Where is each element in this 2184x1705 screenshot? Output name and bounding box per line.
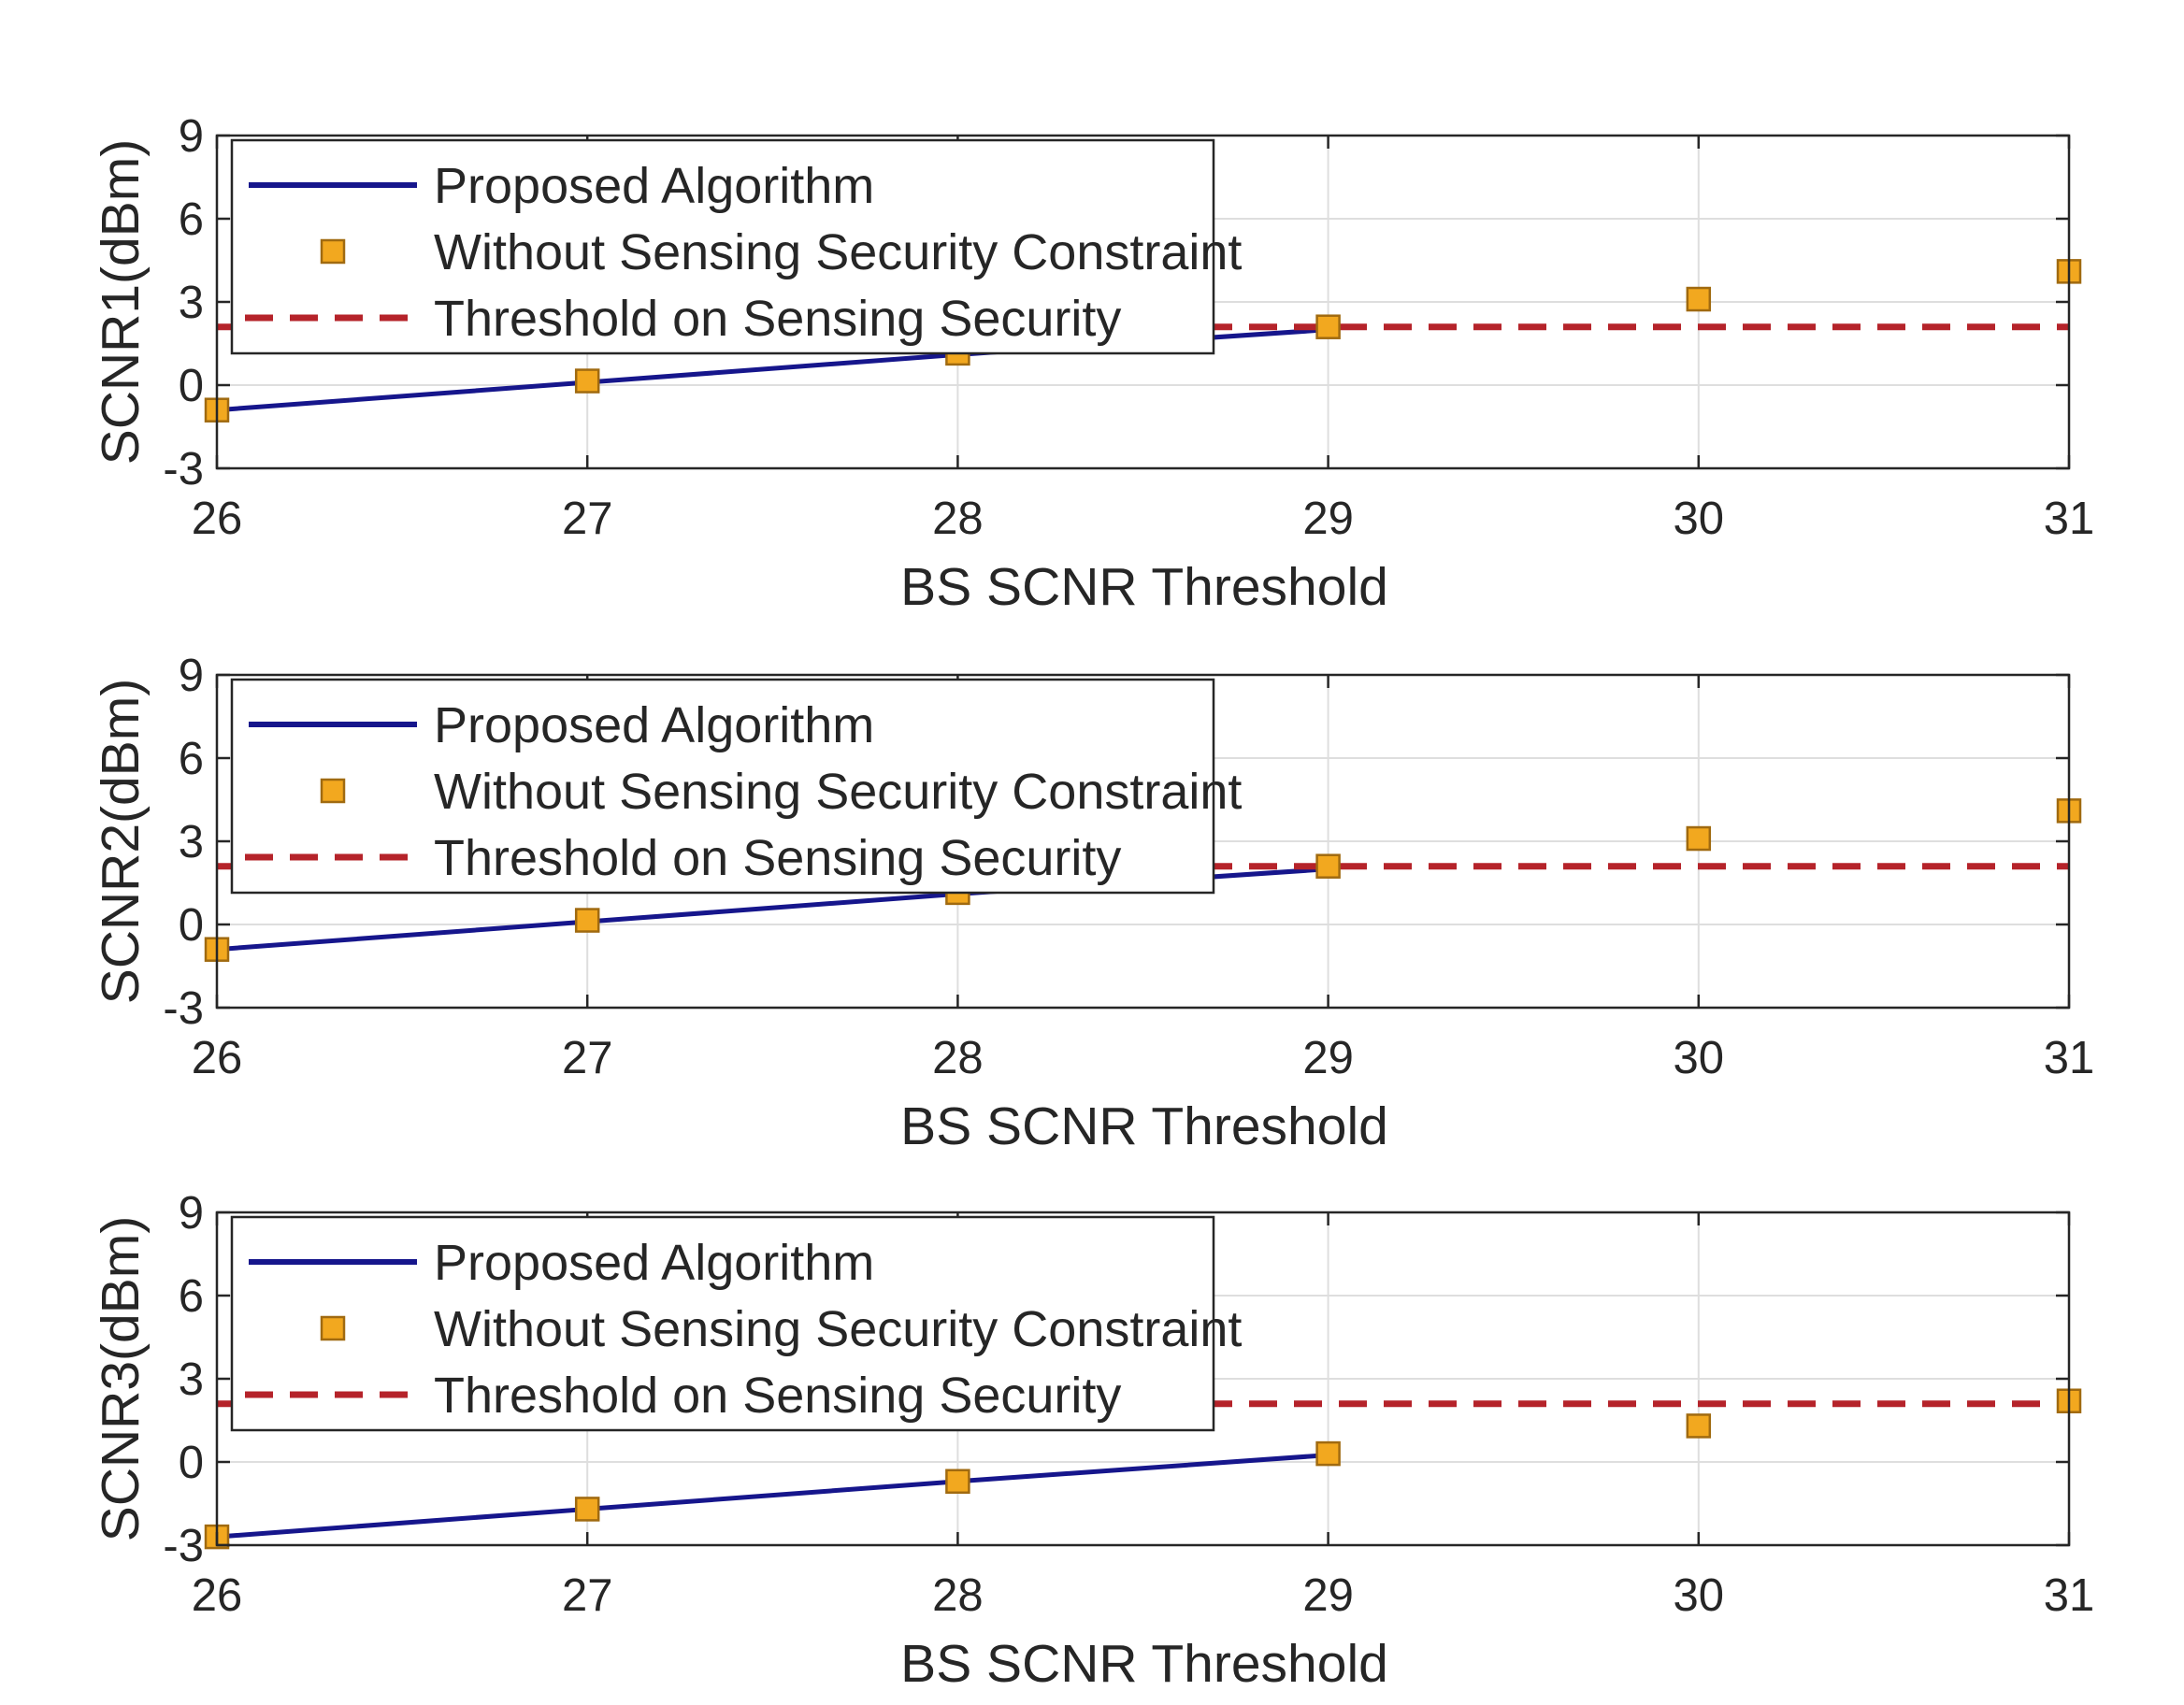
y-tick-label: 6 xyxy=(179,734,204,784)
x-tick-label: 29 xyxy=(1302,1570,1354,1621)
y-tick-label: -3 xyxy=(163,983,204,1034)
chart-panel-2: 26 27 28 29 30 31 -3 0 3 6 9 BS SCNR Threshold SCNR2… xyxy=(91,651,2094,1156)
y-tick-label: 0 xyxy=(179,361,204,411)
x-tick-label: 28 xyxy=(932,1033,984,1083)
legend: Proposed Algorithm Without Sensing Securi… xyxy=(230,678,1242,895)
x-tick-label: 29 xyxy=(1302,494,1354,544)
y-tick-label: 9 xyxy=(179,651,204,701)
y-axis-label: SCNR1(dBm) xyxy=(91,139,151,465)
x-axis-label: BS SCNR Threshold xyxy=(900,1096,1388,1156)
y-tick-label: 9 xyxy=(179,1188,204,1239)
legend-label: Threshold on Sensing Security xyxy=(434,291,1121,347)
x-tick-label: 27 xyxy=(562,1033,613,1083)
legend-swatch-square-marker xyxy=(320,1315,346,1341)
x-tick-label: 31 xyxy=(2044,494,2095,544)
y-axis-label: SCNR3(dBm) xyxy=(91,1216,151,1541)
legend-label: Proposed Algorithm xyxy=(434,1235,874,1291)
y-tick-label: 6 xyxy=(179,194,204,245)
y-tick-label: 0 xyxy=(179,900,204,951)
x-tick-label: 26 xyxy=(192,494,243,544)
legend-label: Without Sensing Security Constraint xyxy=(434,1301,1242,1357)
x-tick-label: 29 xyxy=(1302,1033,1354,1083)
chart-panel-3: 26 27 28 29 30 31 -3 0 3 6 9 BS SCNR Threshold SCNR3… xyxy=(91,1188,2094,1694)
series-line-proposed xyxy=(214,1453,1331,1540)
y-tick-label: 3 xyxy=(179,1354,204,1405)
legend-swatch-square-marker xyxy=(320,778,346,804)
data-point-marker xyxy=(1315,314,1341,339)
x-tick-label: 26 xyxy=(192,1033,243,1083)
x-tick-label: 31 xyxy=(2044,1570,2095,1621)
data-point-marker xyxy=(1686,825,1712,852)
legend-label: Proposed Algorithm xyxy=(434,158,874,214)
y-tick-label: 0 xyxy=(179,1438,204,1488)
y-tick-label: -3 xyxy=(163,444,204,494)
legend-label: Threshold on Sensing Security xyxy=(434,830,1121,886)
x-axis-label: BS SCNR Threshold xyxy=(900,1634,1388,1694)
legend-label: Without Sensing Security Constraint xyxy=(434,224,1242,280)
x-tick-label: 26 xyxy=(192,1570,243,1621)
x-tick-label: 28 xyxy=(932,1570,984,1621)
y-tick-label: 3 xyxy=(179,817,204,867)
legend: Proposed Algorithm Without Sensing Securi… xyxy=(230,1215,1242,1432)
x-tick-label: 30 xyxy=(1674,494,1725,544)
legend: Proposed Algorithm Without Sensing Securi… xyxy=(230,138,1242,355)
legend-swatch-square-marker xyxy=(320,238,346,265)
chart-panel-1: 26 27 28 29 30 31 -3 0 3 6 9 BS SCNR Threshold SCNR1… xyxy=(91,111,2094,617)
x-tick-label: 28 xyxy=(932,494,984,544)
x-tick-label: 31 xyxy=(2044,1033,2095,1083)
legend-label: Threshold on Sensing Security xyxy=(434,1368,1121,1424)
data-point-marker xyxy=(574,368,600,394)
y-axis-label: SCNR2(dBm) xyxy=(91,679,151,1004)
y-tick-label: -3 xyxy=(163,1521,204,1571)
data-point-marker xyxy=(1686,286,1712,312)
x-tick-label: 27 xyxy=(562,1570,613,1621)
y-tick-label: 6 xyxy=(179,1271,204,1322)
y-tick-label: 3 xyxy=(179,278,204,328)
x-axis-label: BS SCNR Threshold xyxy=(900,557,1388,617)
data-point-marker xyxy=(945,1469,970,1495)
data-point-marker xyxy=(574,908,600,933)
data-point-marker xyxy=(574,1497,600,1522)
data-point-marker xyxy=(1686,1413,1712,1439)
x-tick-label: 30 xyxy=(1674,1570,1725,1621)
x-tick-label: 27 xyxy=(562,494,613,544)
x-tick-label: 30 xyxy=(1674,1033,1725,1083)
legend-label: Without Sensing Security Constraint xyxy=(434,764,1242,820)
legend-label: Proposed Algorithm xyxy=(434,697,874,753)
data-point-marker xyxy=(1315,1440,1341,1467)
y-tick-label: 9 xyxy=(179,111,204,162)
data-point-marker xyxy=(1315,853,1341,879)
